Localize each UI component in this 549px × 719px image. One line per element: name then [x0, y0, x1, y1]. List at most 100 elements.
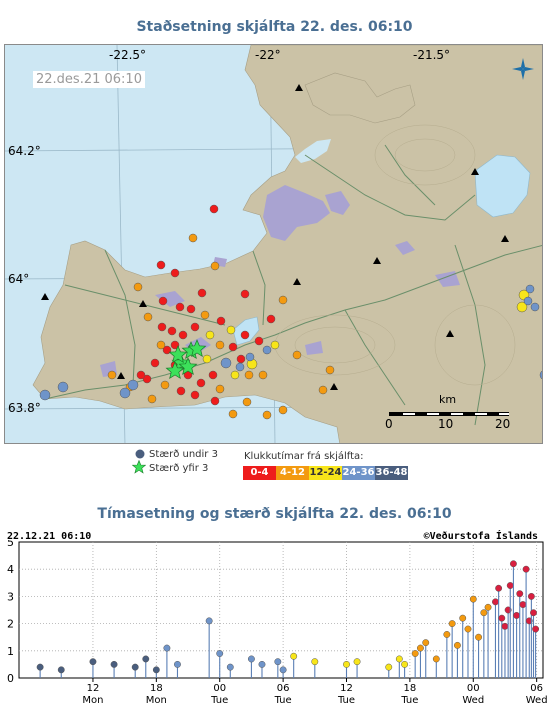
earthquake-dot: [209, 204, 219, 214]
earthquake-dot: [186, 304, 196, 314]
x-tick-hour-label: 06: [530, 683, 543, 694]
earthquake-dot: [292, 350, 302, 360]
quake-point: [247, 655, 255, 663]
earthquake-dot: [240, 289, 250, 299]
quake-point: [311, 658, 319, 666]
earthquake-dot: [127, 379, 139, 391]
lava-fields: [100, 185, 460, 377]
quake-point: [131, 663, 139, 671]
x-tick-day-label: Mon: [82, 695, 103, 706]
chart-axes: 01234512Mon18Mon00Tue06Tue12Tue18Tue00We…: [7, 540, 548, 706]
earthquake-dot: [235, 362, 245, 372]
quake-point: [279, 666, 287, 674]
earthquake-dot: [158, 296, 168, 306]
scale-unit: km: [439, 393, 457, 406]
earthquake-dot: [160, 380, 170, 390]
legend-small-label: Stærð undir 3: [149, 449, 218, 460]
earthquake-dot: [175, 302, 185, 312]
large-quake-star: [165, 361, 185, 380]
y-tick-label: 4: [7, 563, 14, 576]
quake-point: [174, 660, 181, 668]
earthquake-dot: [196, 378, 206, 388]
earthquake-dot: [107, 370, 117, 380]
earthquake-dot: [39, 389, 51, 401]
earthquake-dot: [170, 340, 180, 350]
legend-hours: 0-4 4-12 12-24 24-36 36-48: [243, 466, 408, 480]
quake-point: [411, 650, 419, 657]
legend-hours-title: Klukkutímar frá skjálfta:: [244, 451, 364, 462]
earthquake-dot: [200, 310, 210, 320]
quake-point: [142, 655, 150, 663]
lat-label-1: 64.2°: [8, 144, 41, 158]
earthquake-dot: [190, 322, 200, 332]
earthquake-dot: [318, 385, 328, 395]
large-quake-star: [178, 357, 198, 376]
earthquake-dot: [136, 370, 146, 380]
earthquake-dot: [208, 370, 218, 380]
legend-hours-24-36: 24-36: [342, 466, 375, 480]
earthquake-dot: [119, 387, 131, 399]
earthquake-dot: [278, 405, 288, 415]
earthquake-dot: [133, 282, 143, 292]
earthquake-dot: [170, 268, 180, 278]
earthquake-map[interactable]: -22.5° -22° -21.5° 64.2° 64° 63.8° 22.de…: [4, 44, 543, 444]
earthquake-dot: [215, 384, 225, 394]
x-tick-hour-label: 12: [340, 683, 353, 694]
legend-hours-4-12: 4-12: [276, 466, 309, 480]
quake-point: [432, 655, 440, 663]
large-quake-star: [168, 345, 188, 364]
quake-point: [532, 625, 540, 633]
chart-grid: [18, 541, 544, 679]
earthquake-dot: [245, 352, 255, 362]
plot-area: [18, 541, 544, 679]
earthquake-markers: [39, 204, 542, 420]
quake-point: [480, 609, 488, 617]
earthquake-dot: [226, 325, 236, 335]
y-tick-label: 0: [7, 672, 14, 685]
lat-label-3: 63.8°: [8, 401, 41, 415]
earthquake-dot: [539, 370, 542, 380]
earthquake-dot: [147, 394, 157, 404]
lon-label-3: -21.5°: [413, 48, 451, 62]
y-tick-label: 3: [7, 590, 14, 603]
seismic-stations: [41, 84, 509, 390]
earthquake-dot: [325, 365, 335, 375]
quake-point: [530, 609, 537, 617]
legend-hours-0-4: 0-4: [243, 466, 276, 480]
compass-rose-icon: [512, 58, 534, 80]
quake-point: [163, 644, 171, 652]
earthquake-dot: [270, 340, 280, 350]
earthquake-dot: [202, 354, 212, 364]
quake-point: [57, 666, 65, 674]
quake-point: [506, 582, 514, 589]
quake-point: [501, 622, 509, 630]
earthquake-dot: [236, 354, 246, 364]
quake-point: [401, 660, 409, 668]
quake-point: [519, 601, 527, 609]
quake-point: [453, 641, 461, 649]
scale-tick-20: 20: [495, 417, 511, 431]
quake-point: [464, 625, 472, 633]
earthquake-dot: [197, 288, 207, 298]
legend-large-label: Stærð yfir 3: [149, 463, 209, 474]
quake-point: [385, 663, 393, 671]
quake-point: [469, 595, 477, 603]
x-tick-day-label: Tue: [337, 695, 355, 706]
earthquake-dot: [215, 340, 225, 350]
timeline-timestamp: 22.12.21 06:10: [7, 531, 92, 542]
x-tick-hour-label: 00: [467, 683, 480, 694]
x-tick-hour-label: 12: [87, 683, 100, 694]
earthquake-dot: [190, 390, 200, 400]
timeline-credit: ©Veðurstofa Íslands: [423, 531, 538, 542]
earthquake-dot: [176, 386, 186, 396]
quake-point: [290, 652, 298, 660]
quake-point: [258, 660, 266, 668]
quake-point: [226, 663, 234, 671]
earthquake-dot: [254, 336, 264, 346]
lon-label-2: -22°: [255, 48, 281, 62]
quake-point: [448, 620, 456, 628]
earthquake-dot: [228, 409, 238, 419]
x-tick-hour-label: 18: [150, 683, 163, 694]
lon-label-1: -22.5°: [109, 48, 147, 62]
quake-point: [516, 590, 524, 598]
